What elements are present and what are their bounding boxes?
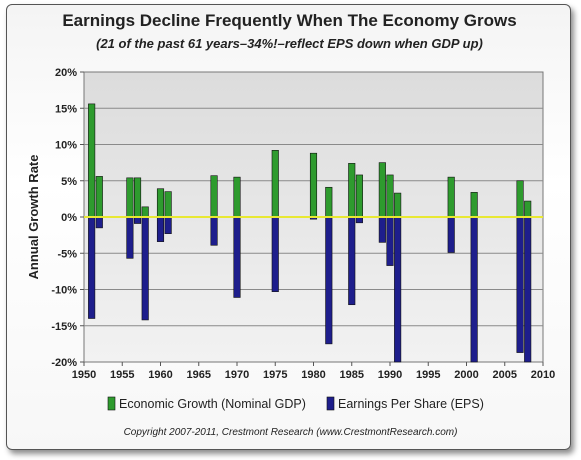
x-tick-label: 1950 xyxy=(72,369,96,381)
eps-bar xyxy=(271,216,279,292)
y-tick-label: -15% xyxy=(51,321,77,333)
gdp-bar xyxy=(271,150,279,218)
legend-label: Economic Growth (Nominal GDP) xyxy=(119,397,306,411)
eps-bar xyxy=(524,216,532,363)
eps-bar xyxy=(141,216,149,321)
eps-bar xyxy=(325,216,333,345)
x-tick-label: 2000 xyxy=(454,369,478,381)
eps-bar xyxy=(233,216,241,298)
eps-bar xyxy=(95,216,103,229)
gdp-bar xyxy=(156,188,165,218)
x-tick-label: 1990 xyxy=(378,369,402,381)
eps-bar xyxy=(516,216,524,353)
y-tick-label: 0% xyxy=(61,212,77,224)
gdp-bar xyxy=(210,175,218,218)
x-tick-label: 1960 xyxy=(148,369,172,381)
eps-bar xyxy=(348,216,356,306)
copyright-text: Copyright 2007-2011, Crestmont Research … xyxy=(123,427,458,438)
eps-bar xyxy=(378,216,386,243)
gdp-bar xyxy=(95,176,103,218)
gdp-bar xyxy=(126,177,134,218)
x-tick-label: 1955 xyxy=(110,369,134,381)
gdp-bar xyxy=(233,176,241,218)
x-tick-label: 1970 xyxy=(225,369,249,381)
x-tick-label: 1975 xyxy=(263,369,287,381)
gdp-bar xyxy=(524,200,532,218)
x-tick-label: 1980 xyxy=(301,369,325,381)
y-tick-label: 20% xyxy=(55,67,77,79)
gdp-bar xyxy=(394,192,402,218)
gdp-bar xyxy=(309,152,318,218)
gdp-bar xyxy=(348,163,356,218)
eps-bar xyxy=(447,216,455,253)
eps-bar xyxy=(470,216,478,363)
y-tick-label: 10% xyxy=(55,140,77,152)
x-tick-label: 2010 xyxy=(531,369,555,381)
gdp-bar xyxy=(470,192,478,218)
y-tick-label: -5% xyxy=(57,248,77,260)
eps-bar xyxy=(156,216,165,242)
gdp-bar xyxy=(164,191,172,218)
gdp-bar xyxy=(133,177,142,218)
gdp-bar xyxy=(88,103,96,218)
gdp-bar xyxy=(378,162,386,218)
y-tick-label: 5% xyxy=(61,176,77,188)
gdp-bar xyxy=(355,174,363,218)
legend-swatch xyxy=(326,396,335,411)
y-tick-label: 15% xyxy=(55,103,77,115)
eps-bar xyxy=(394,216,402,363)
legend-swatch xyxy=(107,396,116,411)
x-tick-label: 2005 xyxy=(493,369,517,381)
gdp-bar xyxy=(325,186,333,218)
gdp-bar xyxy=(386,174,394,218)
y-tick-label: -10% xyxy=(51,285,77,297)
y-axis-label: Annual Growth Rate xyxy=(26,155,41,280)
eps-bar xyxy=(386,216,394,266)
chart-title: Earnings Decline Frequently When The Eco… xyxy=(62,11,517,30)
legend-label: Earnings Per Share (EPS) xyxy=(338,397,484,411)
eps-bar xyxy=(164,216,172,234)
gdp-bar xyxy=(516,180,524,218)
chart-subtitle: (21 of the past 61 years–34%!–reflect EP… xyxy=(96,36,483,51)
x-tick-label: 1965 xyxy=(187,369,211,381)
eps-bar xyxy=(88,216,96,319)
gdp-bar xyxy=(141,206,149,218)
eps-bar xyxy=(210,216,218,246)
gdp-bar xyxy=(447,176,455,218)
y-tick-label: -20% xyxy=(51,357,77,369)
x-tick-label: 1985 xyxy=(340,369,364,381)
x-tick-label: 1995 xyxy=(416,369,440,381)
eps-bar xyxy=(126,216,134,259)
